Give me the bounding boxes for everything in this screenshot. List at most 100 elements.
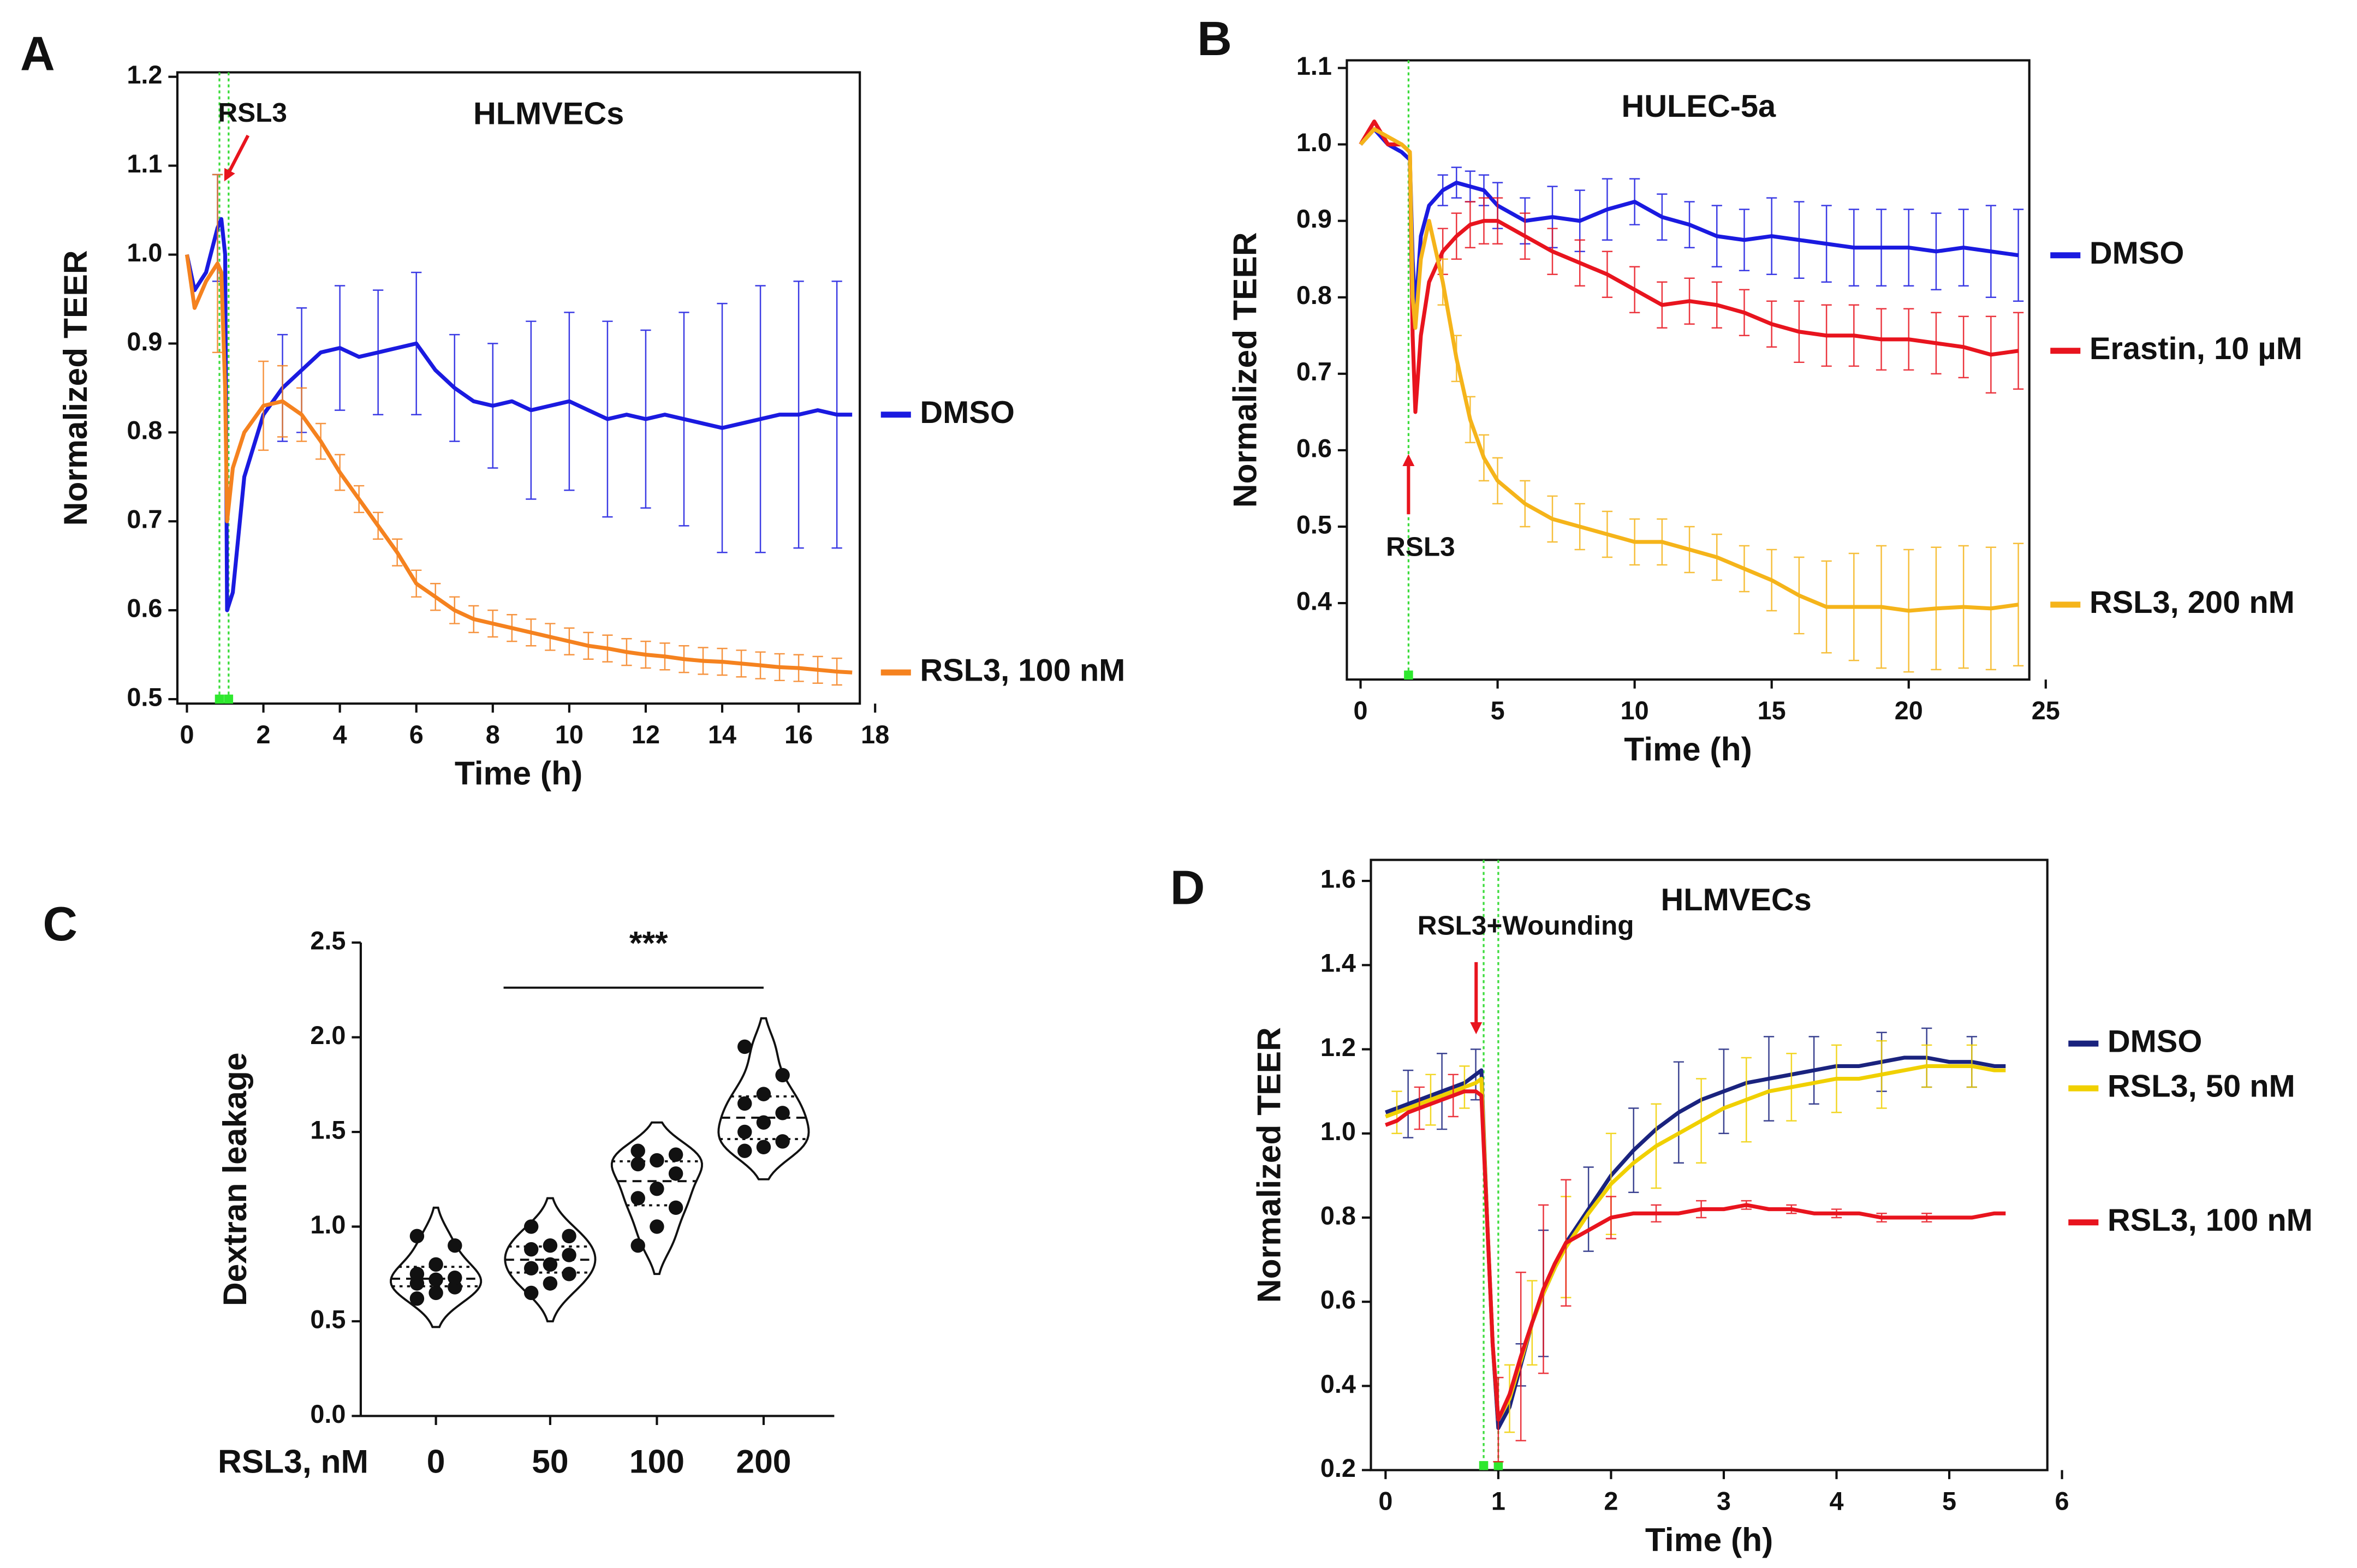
series-line: [1385, 1056, 2006, 1430]
y-tick-label: 1.0: [127, 239, 162, 267]
violin: [390, 1206, 483, 1328]
x-tick-label: 5: [1491, 696, 1505, 725]
y-tick-label: 2.5: [310, 926, 346, 955]
y-tick-label: 1.4: [1320, 949, 1356, 977]
y-tick-label: 0.6: [127, 594, 162, 622]
data-point: [737, 1096, 752, 1111]
y-tick-label: 1.1: [1296, 52, 1332, 80]
panel-label: C: [43, 897, 78, 951]
x-axis-title: RSL3, nM: [218, 1443, 368, 1480]
y-tick-label: 0.9: [1296, 205, 1332, 233]
series-line: [184, 217, 853, 612]
annotation: RSL3: [1386, 532, 1455, 562]
y-tick-label: 0.6: [1296, 434, 1332, 462]
x-tick-label: 0: [180, 720, 194, 749]
data-point: [650, 1219, 664, 1234]
x-axis-title: Time (h): [1624, 730, 1752, 767]
x-tick-label: 200: [736, 1443, 791, 1480]
violin: [504, 1197, 597, 1322]
data-point: [630, 1238, 645, 1253]
data-point: [543, 1238, 558, 1253]
data-point: [775, 1106, 790, 1120]
x-tick-label: 2: [257, 720, 271, 749]
data-point: [523, 1285, 539, 1301]
data-point: [668, 1166, 683, 1181]
data-point: [668, 1200, 683, 1215]
plot-frame: [176, 71, 861, 705]
series-line: [1359, 127, 2019, 613]
x-tick-label: 50: [532, 1443, 568, 1480]
data-point: [523, 1219, 539, 1234]
legend-label: RSL3, 50 nM: [2108, 1069, 2295, 1104]
x-axis-title: Time (h): [455, 754, 582, 791]
series-line: [1359, 120, 2019, 414]
x-tick-label: 16: [784, 720, 813, 749]
treatment-marker: [215, 694, 224, 704]
data-point: [409, 1267, 425, 1281]
data-point: [428, 1257, 443, 1272]
legend-label: DMSO: [2108, 1024, 2203, 1059]
data-point: [630, 1143, 645, 1158]
x-tick-label: 20: [1895, 696, 1923, 725]
treatment-marker: [1479, 1461, 1489, 1470]
y-tick-label: 2.0: [310, 1021, 346, 1050]
legend-label: DMSO: [2090, 236, 2185, 271]
y-tick-label: 1.2: [1320, 1033, 1356, 1062]
violin: [610, 1121, 703, 1275]
x-tick-label: 15: [1758, 696, 1786, 725]
legend-label: RSL3, 100 nM: [920, 653, 1125, 688]
data-point: [448, 1238, 462, 1253]
y-tick-label: 1.0: [1296, 128, 1332, 157]
y-tick-label: 0.7: [1296, 357, 1332, 386]
chart-title: HULEC-5a: [1621, 89, 1776, 124]
y-tick-label: 0.6: [1320, 1286, 1356, 1314]
data-point: [562, 1248, 576, 1262]
annotation-arrow: [224, 134, 250, 182]
y-tick-label: 1.5: [310, 1116, 346, 1144]
x-tick-label: 0: [427, 1443, 445, 1480]
y-axis-title: Normalized TEER: [1251, 1027, 1288, 1303]
data-point: [562, 1229, 576, 1244]
data-point: [775, 1068, 790, 1083]
y-tick-label: 0.8: [1320, 1201, 1356, 1230]
y-tick-label: 0.4: [1296, 587, 1332, 615]
x-tick-label: 1: [1491, 1487, 1505, 1516]
plot-frame: [1346, 59, 2031, 681]
y-tick-label: 0.9: [127, 327, 162, 356]
panel-label: D: [1170, 861, 1205, 915]
y-tick-label: 1.2: [127, 61, 162, 89]
data-point: [409, 1229, 425, 1244]
y-tick-label: 0.8: [1296, 281, 1332, 309]
x-axis-title: Time (h): [1645, 1521, 1773, 1558]
x-tick-label: 100: [629, 1443, 685, 1480]
y-tick-label: 0.4: [1320, 1370, 1356, 1398]
x-tick-label: 18: [861, 720, 889, 749]
y-tick-label: 0.7: [127, 505, 162, 534]
annotation: RSL3: [218, 97, 287, 128]
legend-label: RSL3, 200 nM: [2090, 585, 2295, 620]
x-tick-label: 2: [1604, 1487, 1618, 1516]
y-tick-label: 0.8: [127, 416, 162, 445]
y-tick-label: 0.5: [127, 683, 162, 711]
data-point: [756, 1140, 771, 1154]
data-point: [630, 1156, 645, 1172]
treatment-marker: [1493, 1461, 1503, 1470]
x-tick-label: 3: [1717, 1487, 1731, 1516]
x-tick-label: 6: [409, 720, 424, 749]
series-line: [184, 254, 853, 675]
legend-label: Erastin, 10 µM: [2090, 331, 2302, 366]
chart-title: HLMVECs: [473, 97, 624, 132]
x-tick-label: 14: [708, 720, 736, 749]
y-axis-title: Dextran leakage: [216, 1052, 253, 1306]
data-point: [756, 1115, 771, 1130]
plot-frame: [1370, 858, 2049, 1471]
chart-title: HLMVECs: [1661, 883, 1812, 917]
x-tick-label: 5: [1942, 1487, 1956, 1516]
data-point: [668, 1147, 683, 1162]
annotation: RSL3+Wounding: [1418, 910, 1634, 941]
y-tick-label: 1.0: [310, 1211, 346, 1239]
x-tick-label: 4: [333, 720, 347, 749]
x-tick-label: 8: [486, 720, 500, 749]
x-tick-label: 10: [1621, 696, 1649, 725]
